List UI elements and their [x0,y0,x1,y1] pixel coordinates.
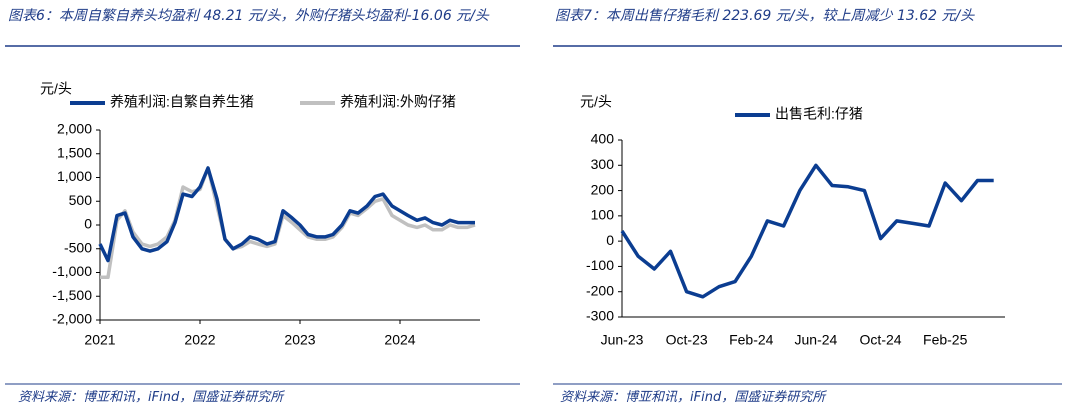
y-tick-label: -300 [586,308,614,324]
source: 资料来源：博亚和讯，iFind，国盛证券研究所 [18,390,284,405]
series-line [98,166,475,263]
y-axis-label: 元/头 [580,94,612,110]
legend-label: 养殖利润:自繁自养生猪 [110,94,254,110]
x-tick-label: Feb-25 [923,332,968,348]
x-tick-label: Feb-24 [729,332,774,348]
y-tick-label: -500 [64,239,92,255]
x-tick-label: Jun-23 [601,332,644,348]
y-tick-label: -200 [586,282,614,298]
x-tick-label: 2023 [284,332,315,348]
x-tick-label: Oct-24 [860,332,902,348]
y-tick-label: 0 [606,232,614,248]
x-tick-label: 2024 [384,332,415,348]
y-tick-label: -1,000 [52,263,92,279]
y-tick-label: 1,500 [57,144,92,160]
y-tick-label: 300 [591,156,615,172]
caption: 图表7：本周出售仔猪毛利 223.69 元/头，较上周减少 13.62 元/头 [555,8,975,24]
y-tick-label: -100 [586,257,614,273]
y-tick-label: 200 [591,181,615,197]
y-tick-label: 400 [591,131,615,147]
y-tick-label: 0 [84,216,92,232]
y-axis-label: 元/头 [40,81,72,97]
y-tick-label: -2,000 [52,311,92,327]
x-tick-label: Jun-24 [795,332,838,348]
series-line [620,163,994,299]
x-tick-label: 2021 [84,332,115,348]
y-tick-label: 1,000 [57,168,92,184]
legend-label: 出售毛利:仔猪 [775,106,863,122]
y-tick-label: 2,000 [57,121,92,137]
legend-label: 养殖利润:外购仔猪 [340,94,456,110]
y-tick-label: 100 [591,207,615,223]
series-line [100,166,476,280]
y-tick-label: -1,500 [52,287,92,303]
x-tick-label: Oct-23 [666,332,708,348]
source: 资料来源：博亚和讯，iFind，国盛证券研究所 [560,390,826,405]
caption: 图表6：本周自繁自养头均盈利 48.21 元/头，外购仔猪头均盈利-16.06 … [8,8,489,24]
x-tick-label: 2022 [184,332,215,348]
y-tick-label: 500 [69,192,93,208]
